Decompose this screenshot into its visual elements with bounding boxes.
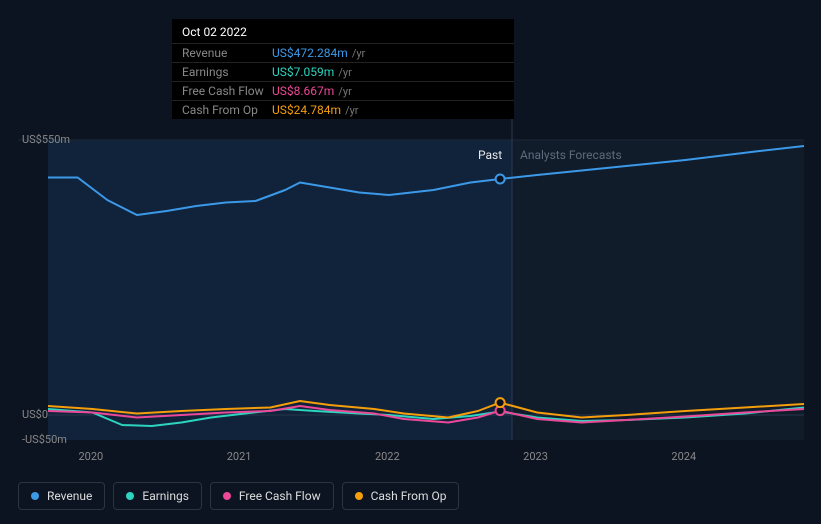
x-axis-tick-label: 2024 xyxy=(671,450,696,463)
tooltip-metric-label: Earnings xyxy=(182,65,272,79)
x-axis-tick-label: 2020 xyxy=(78,450,103,463)
legend-item-label: Free Cash Flow xyxy=(239,489,321,503)
y-axis-tick-label: US$550m xyxy=(22,133,70,146)
legend-item-label: Earnings xyxy=(142,489,189,503)
tooltip-metric-label: Cash From Op xyxy=(182,103,272,117)
tooltip-metric-value: US$8.667m xyxy=(272,84,334,98)
tooltip-metric-label: Free Cash Flow xyxy=(182,84,272,98)
tooltip-date: Oct 02 2022 xyxy=(172,19,514,43)
x-axis-tick-label: 2023 xyxy=(523,450,548,463)
tooltip-row: EarningsUS$7.059m/yr xyxy=(172,62,514,81)
forecast-region-label: Analysts Forecasts xyxy=(520,148,622,162)
tooltip-metric-value: US$472.284m xyxy=(272,46,348,60)
legend-item[interactable]: Free Cash Flow xyxy=(210,482,334,510)
chart-legend: Revenue Earnings Free Cash Flow Cash From O… xyxy=(18,482,459,510)
x-axis-tick-label: 2021 xyxy=(227,450,252,463)
tooltip-metric-unit: /yr xyxy=(338,85,351,98)
x-axis-tick-label: 2022 xyxy=(375,450,400,463)
legend-item-label: Cash From Op xyxy=(371,489,447,503)
tooltip-row: Cash From OpUS$24.784m/yr xyxy=(172,100,514,119)
legend-dot-icon xyxy=(126,492,134,500)
past-region-label: Past xyxy=(478,148,502,162)
tooltip-metric-value: US$24.784m xyxy=(272,103,341,117)
tooltip-metric-label: Revenue xyxy=(182,46,272,60)
legend-item-label: Revenue xyxy=(47,489,92,503)
legend-dot-icon xyxy=(31,492,39,500)
legend-dot-icon xyxy=(355,492,363,500)
tooltip-metric-unit: /yr xyxy=(345,104,358,117)
tooltip-metric-value: US$7.059m xyxy=(272,65,334,79)
y-axis-tick-label: US$0 xyxy=(22,408,48,421)
legend-item[interactable]: Cash From Op xyxy=(342,482,460,510)
tooltip-metric-unit: /yr xyxy=(338,66,351,79)
tooltip-row: RevenueUS$472.284m/yr xyxy=(172,43,514,62)
tooltip-row: Free Cash FlowUS$8.667m/yr xyxy=(172,81,514,100)
legend-item[interactable]: Revenue xyxy=(18,482,105,510)
y-axis-tick-label: -US$50m xyxy=(22,433,67,446)
legend-dot-icon xyxy=(223,492,231,500)
financials-chart: Oct 02 2022 RevenueUS$472.284m/yrEarning… xyxy=(0,0,821,524)
tooltip-metric-unit: /yr xyxy=(352,47,365,60)
chart-tooltip: Oct 02 2022 RevenueUS$472.284m/yrEarning… xyxy=(172,19,514,119)
legend-item[interactable]: Earnings xyxy=(113,482,202,510)
